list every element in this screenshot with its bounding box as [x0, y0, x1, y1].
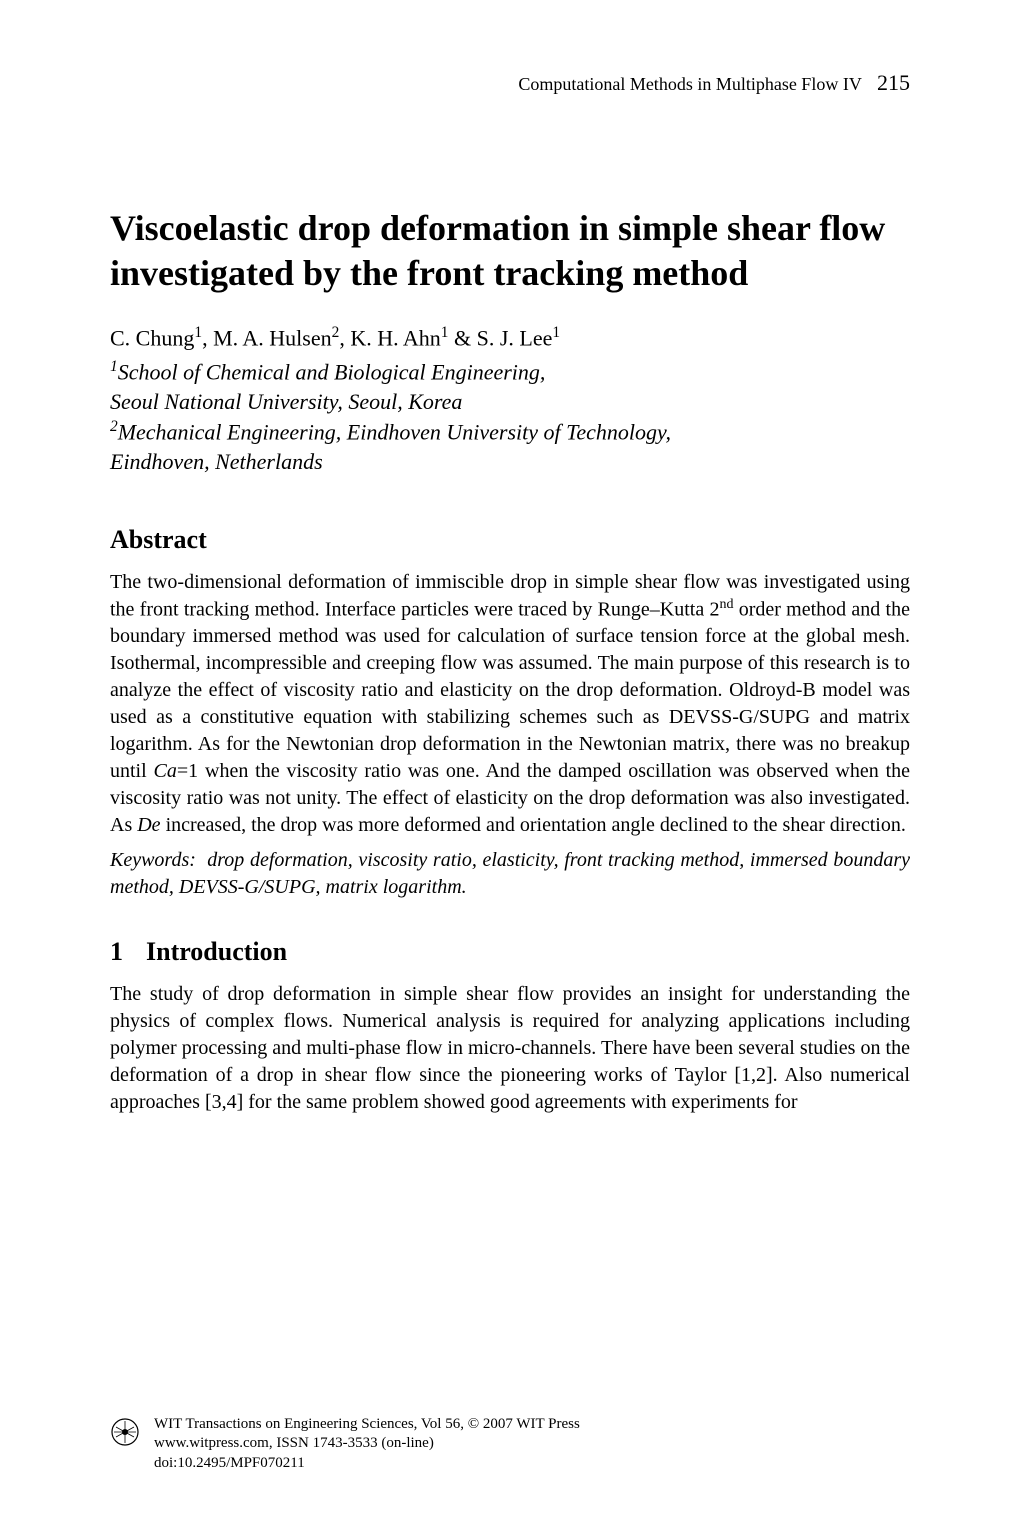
paper-page: Computational Methods in Multiphase Flow…	[0, 0, 1020, 1513]
section-1-body: The study of drop deformation in simple …	[110, 981, 910, 1116]
section-1-title: Introduction	[146, 937, 287, 966]
section-1-heading: 1Introduction	[110, 937, 910, 967]
authors: C. Chung1, M. A. Hulsen2, K. H. Ahn1 & S…	[110, 324, 910, 351]
footer-line-1: WIT Transactions on Engineering Sciences…	[154, 1415, 910, 1435]
affiliations: 1School of Chemical and Biological Engin…	[110, 357, 910, 476]
abstract-keywords: Keywords: drop deformation, viscosity ra…	[110, 847, 910, 901]
page-footer: WIT Transactions on Engineering Sciences…	[110, 1415, 910, 1474]
page-number: 215	[877, 70, 910, 95]
footer-text-block: WIT Transactions on Engineering Sciences…	[154, 1415, 910, 1474]
running-header-journal: Computational Methods in Multiphase Flow…	[518, 74, 861, 94]
running-header: Computational Methods in Multiphase Flow…	[110, 70, 910, 96]
publisher-logo-icon	[110, 1417, 140, 1447]
abstract-body: The two-dimensional deformation of immis…	[110, 569, 910, 840]
paper-title: Viscoelastic drop deformation in simple …	[110, 206, 910, 296]
footer-line-3: doi:10.2495/MPF070211	[154, 1454, 910, 1474]
abstract-heading: Abstract	[110, 525, 910, 555]
section-1-number: 1	[110, 937, 146, 967]
footer-line-2: www.witpress.com, ISSN 1743-3533 (on-lin…	[154, 1434, 910, 1454]
